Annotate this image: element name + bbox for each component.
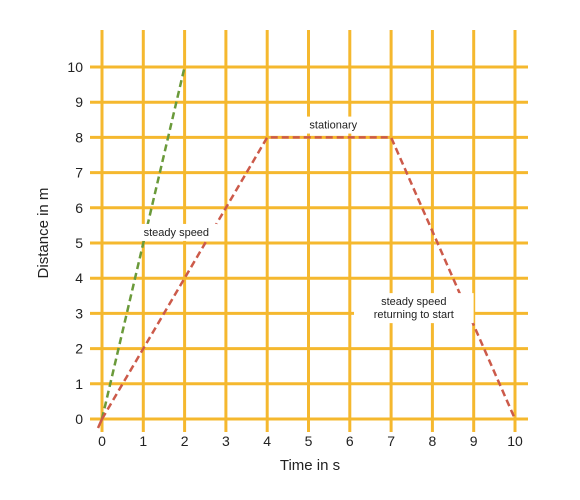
x-tick-label: 0 [98,433,106,449]
grid [90,30,528,432]
annotation-background [135,223,218,241]
x-tick-label: 2 [181,433,189,449]
y-tick-label: 4 [75,270,83,286]
series-lines [96,66,517,429]
annotation-2: stationary [298,116,369,134]
y-tick-label: 6 [75,200,83,216]
y-tick-label: 7 [75,165,83,181]
series-line-2 [100,136,517,420]
x-tick-label: 3 [222,433,230,449]
x-tick-label: 8 [429,433,437,449]
annotation-1: steady speed [135,223,218,241]
y-tick-label: 2 [75,341,83,357]
y-tick-label: 1 [75,376,83,392]
x-tick-label: 5 [305,433,313,449]
annotation-text: stationary [309,120,357,132]
y-axis-label: Distance in m [35,188,52,279]
x-axis-label: Time in s [280,457,340,474]
annotation-text: steady speed [144,227,209,239]
x-tick-label: 9 [470,433,478,449]
x-tick-label: 1 [139,433,147,449]
y-tick-label: 5 [75,235,83,251]
annotation-background [298,116,369,134]
series-line-tail [96,418,104,429]
y-tick-label: 9 [75,94,83,110]
annotation-text: returning to start [374,309,454,321]
tick-labels: 0 1 2 3 4 5 6 7 8 9 10 0 1 2 3 4 5 6 7 8 9 10 [67,59,523,449]
x-tick-label: 4 [263,433,271,449]
y-tick-label: 0 [75,411,83,427]
annotation-background [354,293,474,324]
x-tick-label: 10 [507,433,523,449]
annotation-text: steady speed [381,296,446,308]
y-tick-label: 10 [67,59,83,75]
y-tick-label: 3 [75,305,83,321]
x-tick-label: 7 [387,433,395,449]
y-tick-label: 8 [75,129,83,145]
series-line-1 [100,66,186,420]
x-tick-label: 6 [346,433,354,449]
